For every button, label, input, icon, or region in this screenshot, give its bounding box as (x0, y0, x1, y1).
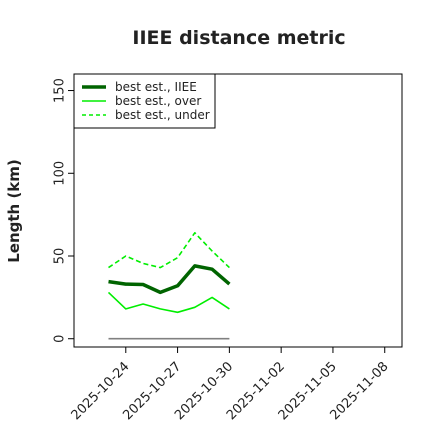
plot-area-frame (73, 73, 403, 348)
series-line-1 (107, 291, 230, 314)
series-line-0 (108, 264, 231, 295)
y-tick-label: 100 (53, 161, 68, 186)
y-tick-label: 150 (53, 78, 68, 103)
legend-entry: best est., IIEE (115, 80, 197, 94)
x-axis: 2025-10-242025-10-272025-10-302025-11-02… (69, 347, 392, 423)
series-line-2 (108, 232, 230, 269)
chart-title: IIEE distance metric (132, 27, 345, 49)
legend-entry: best est., under (115, 108, 210, 122)
legend-entry: best est., over (115, 94, 201, 108)
y-axis-label: Length (km) (5, 159, 23, 263)
y-tick-label: 50 (53, 248, 68, 265)
y-axis: 0 50 100 150 (53, 78, 74, 343)
y-tick-label: 0 (53, 335, 68, 343)
series-lines (107, 232, 231, 340)
